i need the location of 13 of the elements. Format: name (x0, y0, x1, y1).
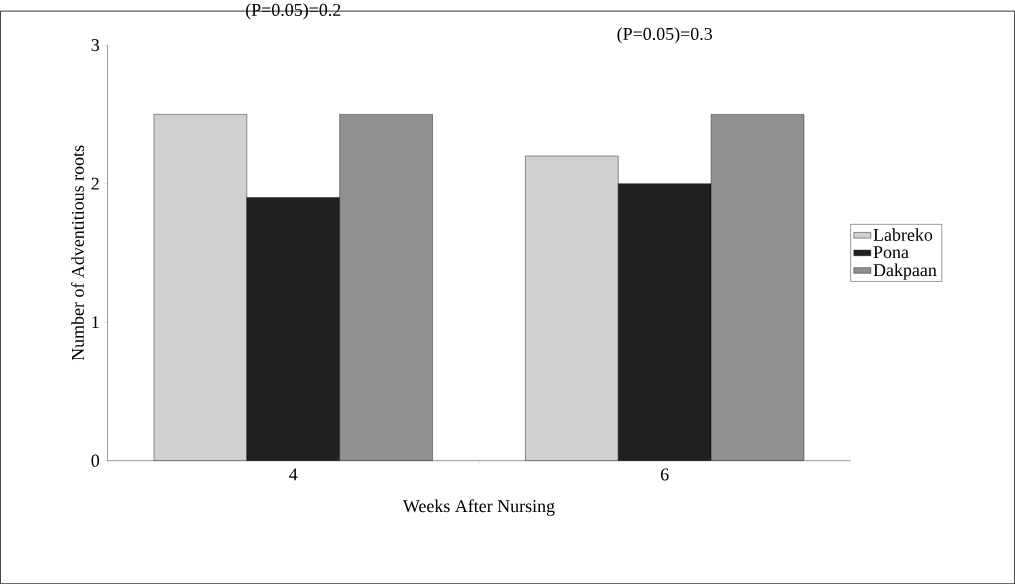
y-tick-label: 0 (91, 454, 100, 467)
legend-label: Dakpaan (873, 263, 937, 280)
text: (P=0.05)=0.2 (246, 3, 341, 20)
x-tick-label: 4 (289, 468, 298, 481)
y-tick-label: 2 (91, 177, 99, 190)
y-axis-title: Number of Adventitious roots (71, 145, 84, 361)
x-tick-label: 6 (660, 468, 669, 481)
text: (P=0.05)=0.3 (617, 27, 713, 44)
legend-label: Pona (873, 246, 909, 259)
legend-label: Labreko (873, 228, 933, 241)
y-tick-label: 3 (91, 39, 100, 52)
x-axis-title: Weeks After Nursing (402, 499, 555, 516)
y-tick-label: 1 (92, 316, 99, 328)
